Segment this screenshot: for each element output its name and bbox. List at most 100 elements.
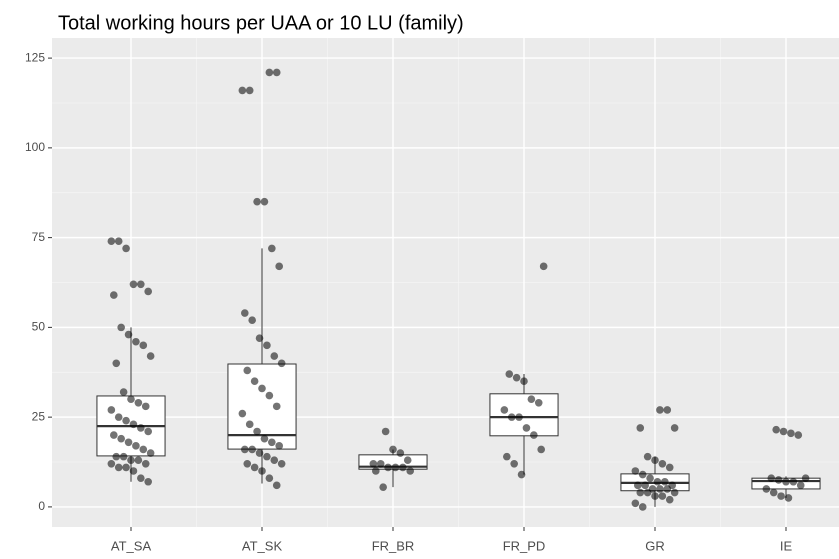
point [636, 424, 645, 432]
point [270, 456, 279, 465]
point [137, 424, 145, 432]
point [265, 391, 274, 400]
point [665, 463, 674, 472]
point [381, 427, 390, 436]
point [255, 449, 264, 457]
point [372, 467, 380, 475]
point [258, 467, 266, 475]
y-tick-label: 75 [32, 230, 46, 244]
point [396, 449, 405, 457]
point [107, 237, 116, 246]
point [146, 449, 155, 457]
point [651, 456, 659, 465]
point [112, 452, 121, 461]
point [772, 425, 780, 434]
point [238, 86, 247, 95]
point [268, 438, 276, 447]
point [784, 494, 793, 502]
point [110, 431, 118, 439]
point [512, 373, 521, 382]
point [129, 420, 138, 429]
y-tick-label: 100 [25, 140, 45, 154]
point [277, 359, 286, 368]
point [658, 492, 667, 500]
point [391, 463, 400, 472]
point [250, 463, 259, 472]
point [112, 359, 121, 368]
point [260, 197, 269, 206]
y-tick-label: 0 [38, 499, 45, 513]
point [253, 427, 261, 436]
point [369, 460, 378, 468]
point [144, 427, 152, 436]
point [146, 352, 155, 360]
point [272, 402, 281, 411]
point [268, 244, 276, 253]
point [139, 341, 148, 350]
point [762, 485, 771, 493]
point [534, 398, 543, 407]
point [243, 460, 252, 468]
point [263, 452, 271, 461]
point [250, 377, 259, 386]
point [117, 434, 125, 443]
point [119, 452, 128, 461]
point [275, 262, 283, 271]
point [132, 337, 140, 346]
point [122, 244, 130, 253]
point [779, 427, 788, 436]
point [794, 431, 803, 439]
point [110, 291, 118, 299]
point [275, 442, 283, 450]
point [107, 406, 116, 414]
point [117, 323, 125, 332]
point [144, 477, 152, 486]
point [403, 456, 412, 465]
point [245, 420, 254, 429]
point [241, 445, 249, 454]
point [503, 452, 511, 461]
point [505, 370, 514, 378]
point [539, 262, 548, 271]
x-tick-label: FR_PD [503, 538, 546, 553]
x-tick-label: GR [645, 538, 665, 553]
point [137, 474, 145, 482]
point [500, 406, 509, 414]
point [255, 334, 264, 342]
point [384, 463, 392, 472]
point [122, 463, 130, 472]
point [670, 488, 679, 497]
point [127, 395, 135, 403]
point [129, 467, 138, 475]
point [774, 476, 783, 484]
point [769, 488, 778, 497]
x-tick-label: AT_SA [111, 538, 152, 553]
point [139, 445, 148, 454]
point [127, 456, 135, 465]
point [114, 237, 123, 246]
point [670, 424, 679, 432]
point [238, 409, 247, 418]
point [265, 474, 274, 482]
point [656, 406, 664, 414]
point [253, 197, 261, 206]
point [638, 503, 647, 511]
point [507, 413, 516, 421]
point [636, 488, 645, 497]
point [641, 481, 649, 490]
point [114, 463, 123, 472]
point [651, 492, 659, 500]
point [638, 470, 647, 479]
point [643, 452, 652, 461]
point [260, 434, 269, 443]
point [517, 470, 526, 479]
point [258, 384, 266, 393]
x-tick-label: IE [780, 538, 793, 553]
point [243, 366, 252, 375]
point [141, 460, 150, 468]
point [124, 438, 133, 447]
point [510, 460, 518, 468]
y-tick-label: 125 [25, 50, 45, 64]
point [631, 499, 640, 508]
